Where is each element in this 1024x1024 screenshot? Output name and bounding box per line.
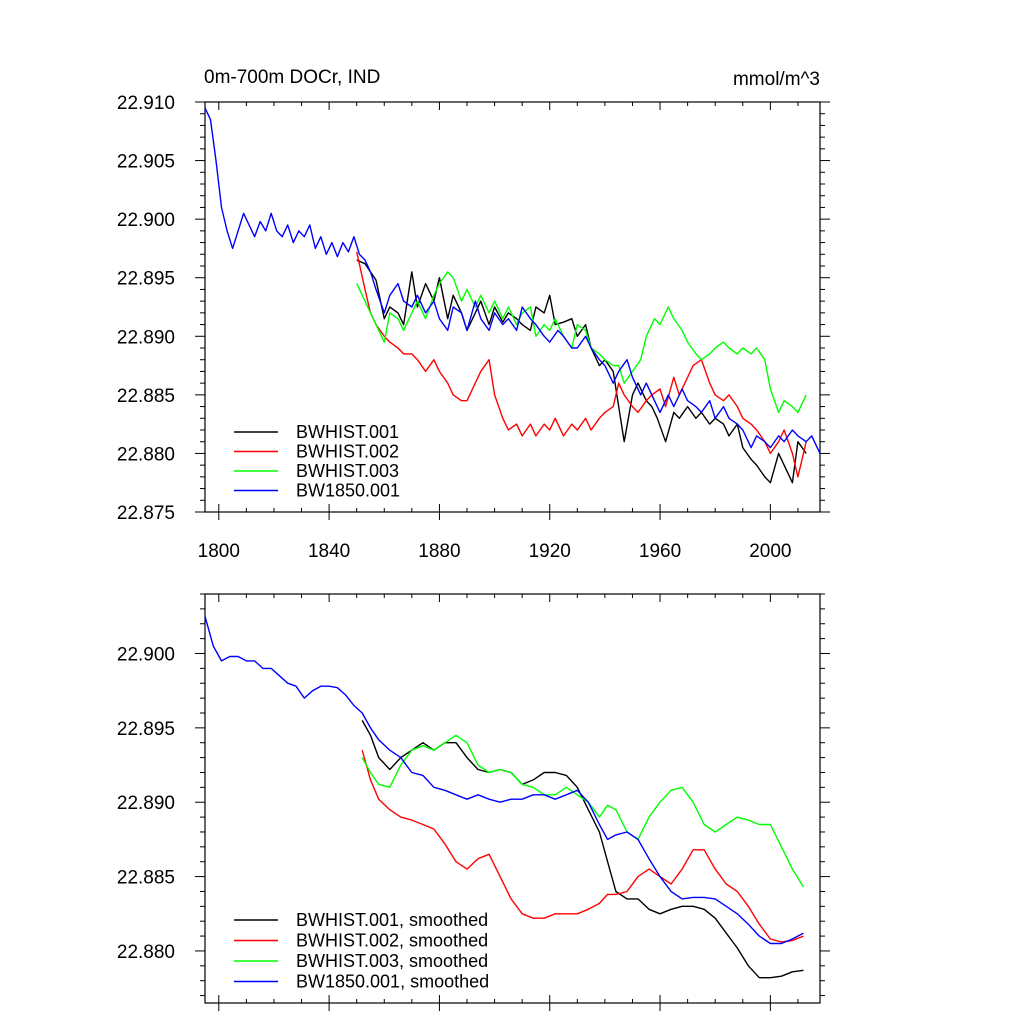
x-tick-label: 1920 (529, 541, 571, 562)
x-tick-label: 1800 (198, 541, 240, 562)
y-tick-label: 22.880 (117, 942, 175, 963)
x-tick-label: 1960 (639, 541, 681, 562)
units-label: mmol/m^3 (733, 69, 820, 90)
y-tick-label: 22.875 (117, 503, 175, 524)
legend-label: BWHIST.002 (296, 442, 399, 462)
series-line-bwhist-003 (356, 271, 807, 414)
y-tick-label: 22.895 (117, 269, 175, 290)
y-tick-label: 22.885 (117, 386, 175, 407)
series-line-bwhist-001 (356, 259, 807, 484)
plot-frame (204, 101, 821, 513)
y-tick-label: 22.880 (117, 444, 175, 465)
y-tick-label: 22.890 (117, 327, 175, 348)
series-line-bw1850-001 (204, 107, 821, 454)
y-tick-label: 22.910 (117, 93, 175, 114)
y-tick-label: 22.890 (117, 793, 175, 814)
chart-title: 0m-700m DOCr, IND (204, 67, 380, 88)
x-tick-label: 2000 (749, 541, 791, 562)
series-line-bwhist-002-smoothed (361, 750, 804, 943)
series-line-bw1850-001-smoothed (204, 616, 804, 945)
plot-frame (204, 593, 821, 1004)
legend-label: BWHIST.002, smoothed (296, 931, 488, 951)
y-tick-label: 22.895 (117, 719, 175, 740)
bottom-chart-smoothed-series: 22.880 22.885 22.890 22.895 22.900 BWHIST.001… (117, 593, 830, 1011)
y-tick-label: 22.885 (117, 868, 175, 889)
legend-label: BW1850.001, smoothed (296, 972, 489, 992)
series-line-bwhist-003-smoothed (361, 734, 805, 888)
legend-label: BWHIST.003, smoothed (296, 951, 488, 971)
legend-label: BWHIST.001 (296, 422, 399, 442)
legend-label: BWHIST.003 (296, 461, 399, 481)
top-chart-raw-series: 0m-700m DOCr, IND mmol/m^3 1800 1840 1880 1… (117, 67, 830, 562)
legend-label: BW1850.001 (296, 481, 400, 501)
y-tick-label: 22.900 (117, 644, 175, 665)
x-tick-label: 1880 (418, 541, 460, 562)
series-line-bwhist-002 (356, 251, 807, 478)
legend-label: BWHIST.001, smoothed (296, 910, 488, 930)
x-tick-label: 1840 (308, 541, 350, 562)
y-tick-label: 22.905 (117, 152, 175, 173)
y-tick-label: 22.900 (117, 210, 175, 231)
